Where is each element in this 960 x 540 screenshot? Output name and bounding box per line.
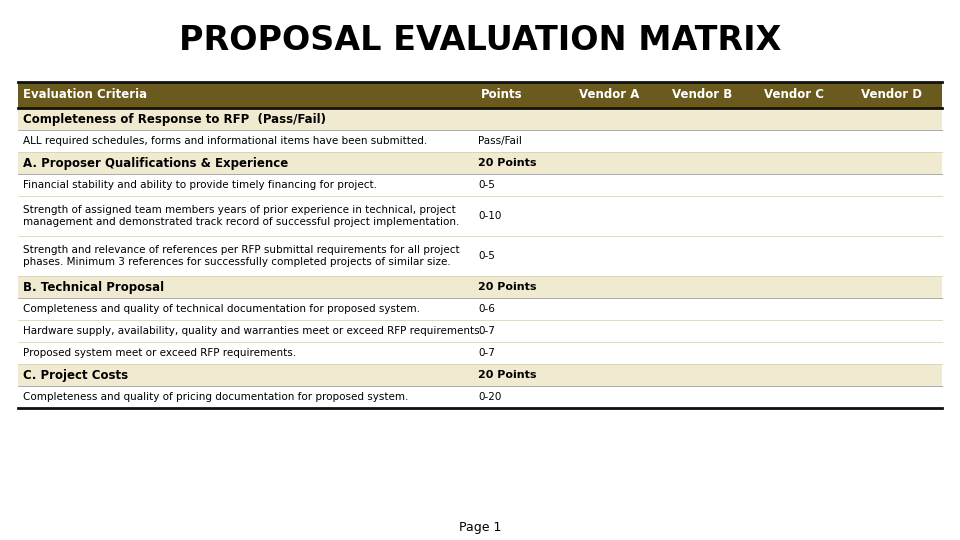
Bar — [18, 342, 942, 364]
Text: 0-5: 0-5 — [478, 180, 495, 190]
Text: 20 Points: 20 Points — [478, 282, 537, 292]
Text: Completeness and quality of pricing documentation for proposed system.: Completeness and quality of pricing docu… — [23, 392, 408, 402]
Text: Strength of assigned team members years of prior experience in technical, projec: Strength of assigned team members years … — [23, 205, 460, 227]
Text: Points: Points — [480, 89, 522, 102]
Text: 20 Points: 20 Points — [478, 158, 537, 168]
Text: C. Project Costs: C. Project Costs — [23, 368, 128, 381]
Text: Proposed system meet or exceed RFP requirements.: Proposed system meet or exceed RFP requi… — [23, 348, 296, 358]
Text: 0-7: 0-7 — [478, 326, 495, 336]
Bar — [18, 174, 942, 196]
Text: ALL required schedules, forms and informational items have been submitted.: ALL required schedules, forms and inform… — [23, 136, 427, 146]
Text: Financial stability and ability to provide timely financing for project.: Financial stability and ability to provi… — [23, 180, 377, 190]
Text: Evaluation Criteria: Evaluation Criteria — [23, 89, 147, 102]
Text: Strength and relevance of references per RFP submittal requirements for all proj: Strength and relevance of references per… — [23, 245, 460, 267]
Text: 0-10: 0-10 — [478, 211, 502, 221]
Bar — [18, 130, 942, 152]
Text: Vendor D: Vendor D — [861, 89, 922, 102]
Bar — [18, 276, 942, 298]
Text: Vendor A: Vendor A — [579, 89, 639, 102]
Bar — [18, 196, 942, 236]
Text: 0-20: 0-20 — [478, 392, 502, 402]
Text: 20 Points: 20 Points — [478, 370, 537, 380]
Text: Pass/Fail: Pass/Fail — [478, 136, 522, 146]
Bar — [18, 236, 942, 276]
Bar — [18, 364, 942, 386]
Text: PROPOSAL EVALUATION MATRIX: PROPOSAL EVALUATION MATRIX — [179, 24, 781, 57]
Text: A. Proposer Qualifications & Experience: A. Proposer Qualifications & Experience — [23, 157, 288, 170]
Text: 0-5: 0-5 — [478, 251, 495, 261]
Bar — [18, 82, 942, 108]
Bar — [18, 386, 942, 408]
Text: Page 1: Page 1 — [459, 522, 501, 535]
Text: Hardware supply, availability, quality and warranties meet or exceed RFP require: Hardware supply, availability, quality a… — [23, 326, 483, 336]
Bar — [18, 108, 942, 130]
Text: 0-7: 0-7 — [478, 348, 495, 358]
Bar — [18, 298, 942, 320]
Text: Completeness of Response to RFP  (Pass/Fail): Completeness of Response to RFP (Pass/Fa… — [23, 112, 326, 125]
Text: Vendor B: Vendor B — [672, 89, 732, 102]
Text: 0-6: 0-6 — [478, 304, 495, 314]
Text: B. Technical Proposal: B. Technical Proposal — [23, 280, 164, 294]
Bar — [18, 320, 942, 342]
Text: Vendor C: Vendor C — [764, 89, 824, 102]
Bar — [18, 152, 942, 174]
Text: Completeness and quality of technical documentation for proposed system.: Completeness and quality of technical do… — [23, 304, 420, 314]
